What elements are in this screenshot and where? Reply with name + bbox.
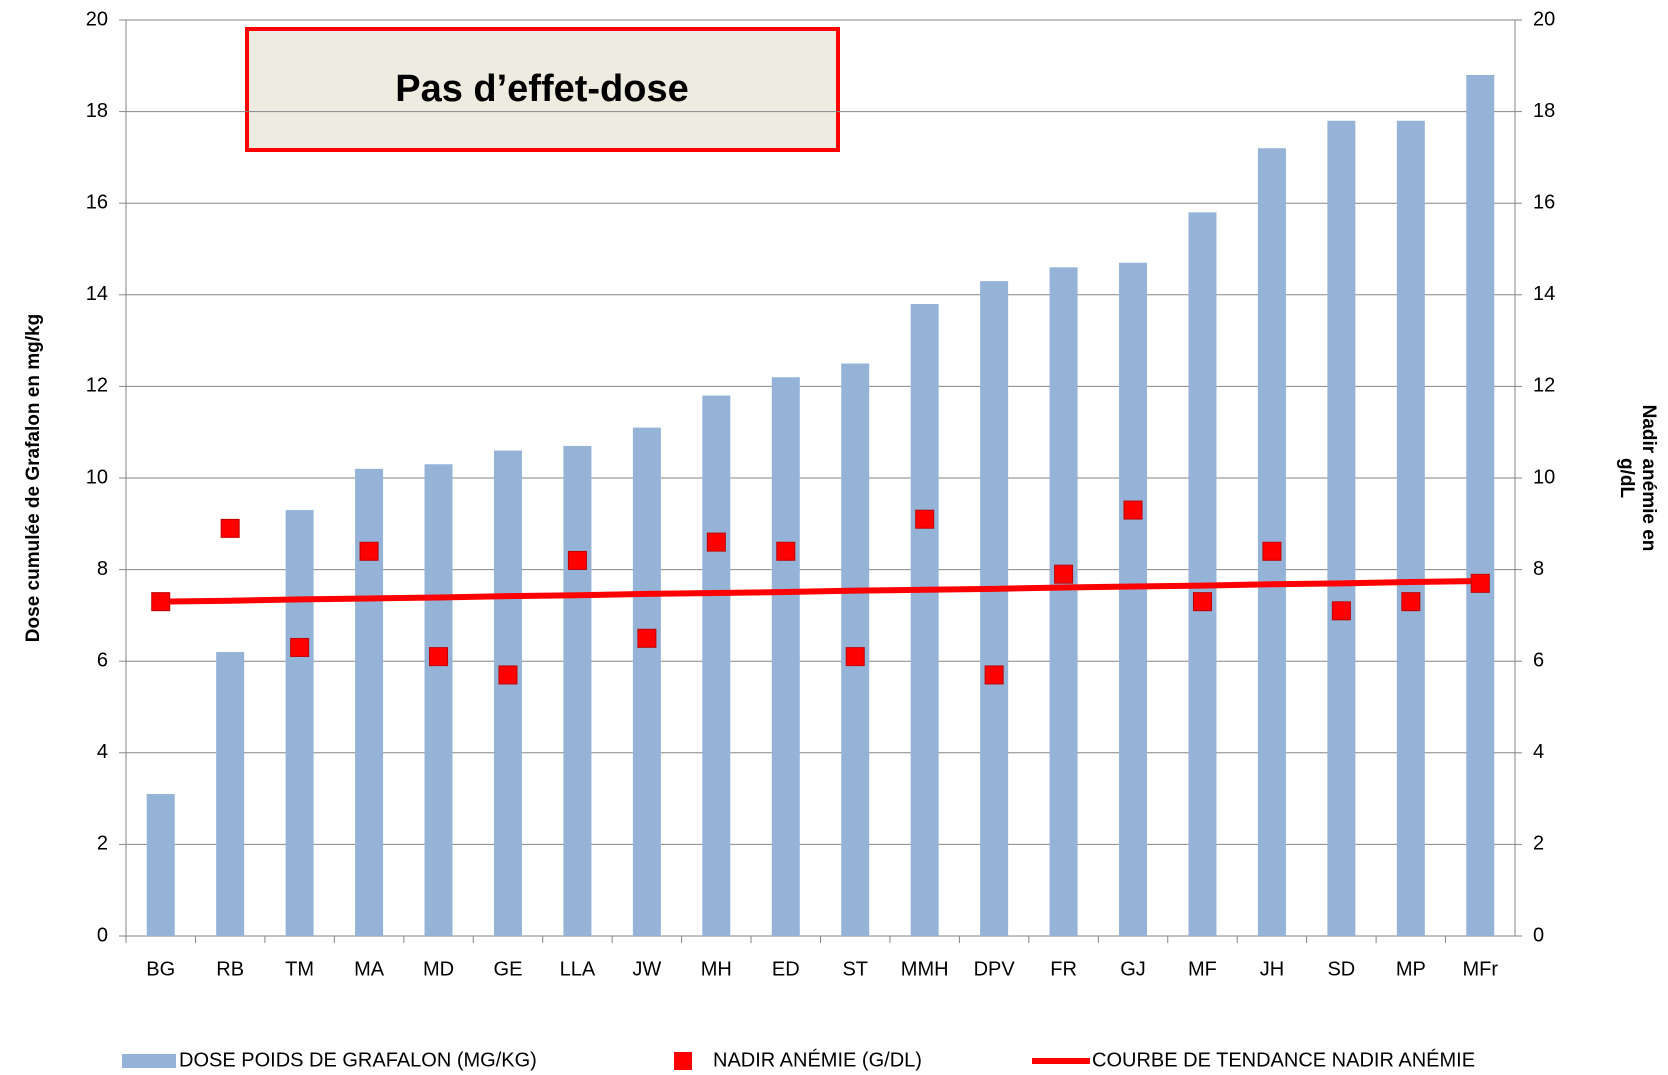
marker xyxy=(776,541,796,561)
bar xyxy=(771,377,800,936)
marker xyxy=(1192,592,1212,612)
marker xyxy=(637,628,657,648)
x-tick-label: MP xyxy=(1396,958,1426,980)
y2-tick-label: 12 xyxy=(1533,375,1555,397)
y2-axis-label: Nadir anémie en xyxy=(1638,405,1659,552)
marker xyxy=(706,532,726,552)
legend-label: DOSE POIDS DE GRAFALON (MG/KG) xyxy=(179,1049,537,1071)
legend-label: NADIR ANÉMIE (G/DL) xyxy=(713,1048,922,1071)
bar xyxy=(285,510,314,936)
bar xyxy=(563,445,592,936)
bar xyxy=(1396,120,1425,936)
x-tick-label: RB xyxy=(216,958,244,980)
y-tick-label: 4 xyxy=(97,741,108,763)
marker xyxy=(1054,564,1074,584)
x-tick-label: MFr xyxy=(1463,958,1499,980)
y-tick-label: 0 xyxy=(97,924,108,946)
x-tick-label: MH xyxy=(701,958,732,980)
x-tick-label: GJ xyxy=(1120,958,1146,980)
marker xyxy=(220,518,240,538)
marker xyxy=(1470,573,1490,593)
y2-tick-label: 14 xyxy=(1533,283,1555,305)
marker xyxy=(915,509,935,529)
bar xyxy=(146,794,175,936)
y-tick-label: 18 xyxy=(86,100,108,122)
trend-line xyxy=(160,578,1481,605)
bar xyxy=(1466,74,1495,936)
y2-tick-label: 18 xyxy=(1533,100,1555,122)
x-tick-label: DPV xyxy=(974,958,1016,980)
marker xyxy=(1401,592,1421,612)
x-tick-label: MA xyxy=(354,958,385,980)
legend-swatch xyxy=(674,1052,692,1070)
bar xyxy=(1327,120,1356,936)
x-tick-label: LLA xyxy=(560,958,596,980)
x-tick-label: SD xyxy=(1327,958,1355,980)
x-tick-label: MF xyxy=(1188,958,1217,980)
x-tick-label: FR xyxy=(1050,958,1077,980)
y-tick-label: 8 xyxy=(97,558,108,580)
y-tick-label: 14 xyxy=(86,283,108,305)
y-tick-label: 20 xyxy=(86,8,108,30)
annotation: Pas d’effet-dose xyxy=(395,68,689,110)
y2-tick-label: 20 xyxy=(1533,8,1555,30)
y2-tick-label: 16 xyxy=(1533,191,1555,213)
y-axis-label: Dose cumulée de Grafalon en mg/kg xyxy=(23,314,44,642)
bar xyxy=(355,468,384,936)
x-tick-label: BG xyxy=(146,958,175,980)
y2-tick-label: 6 xyxy=(1533,649,1544,671)
bar xyxy=(980,281,1009,936)
y-tick-label: 16 xyxy=(86,191,108,213)
y2-tick-label: 8 xyxy=(1533,558,1544,580)
marker xyxy=(359,541,379,561)
marker xyxy=(290,637,310,657)
marker xyxy=(845,647,865,667)
y2-tick-label: 2 xyxy=(1533,833,1544,855)
legend-label: COURBE DE TENDANCE NADIR ANÉMIE xyxy=(1092,1048,1475,1071)
x-tick-label: JH xyxy=(1260,958,1284,980)
bar xyxy=(702,395,731,936)
bar xyxy=(632,427,661,936)
y2-axis-label: g/dL xyxy=(1616,458,1637,498)
bar xyxy=(424,464,453,936)
bar xyxy=(493,450,522,936)
y2-tick-label: 0 xyxy=(1533,924,1544,946)
bar xyxy=(910,303,939,937)
legend-swatch xyxy=(122,1054,176,1068)
y2-tick-label: 4 xyxy=(1533,741,1544,763)
y-tick-label: 10 xyxy=(86,466,108,488)
bar xyxy=(1049,267,1078,936)
y-tick-label: 6 xyxy=(97,649,108,671)
marker xyxy=(498,665,518,685)
y2-tick-label: 10 xyxy=(1533,466,1555,488)
x-tick-label: MD xyxy=(423,958,454,980)
marker xyxy=(429,647,449,667)
y-tick-label: 2 xyxy=(97,833,108,855)
marker xyxy=(1262,541,1282,561)
bar xyxy=(1188,212,1217,937)
x-tick-label: GE xyxy=(494,958,523,980)
annotation-box xyxy=(245,27,840,152)
x-tick-label: MMH xyxy=(901,958,949,980)
bar xyxy=(216,652,245,936)
marker xyxy=(151,592,171,612)
x-tick-label: ED xyxy=(772,958,800,980)
x-tick-label: JW xyxy=(632,958,661,980)
bar xyxy=(1119,262,1148,936)
x-tick-label: ST xyxy=(842,958,868,980)
marker xyxy=(1331,601,1351,621)
marker xyxy=(1123,500,1143,520)
marker xyxy=(984,665,1004,685)
marker xyxy=(567,550,587,570)
y-tick-label: 12 xyxy=(86,375,108,397)
x-tick-label: TM xyxy=(285,958,314,980)
